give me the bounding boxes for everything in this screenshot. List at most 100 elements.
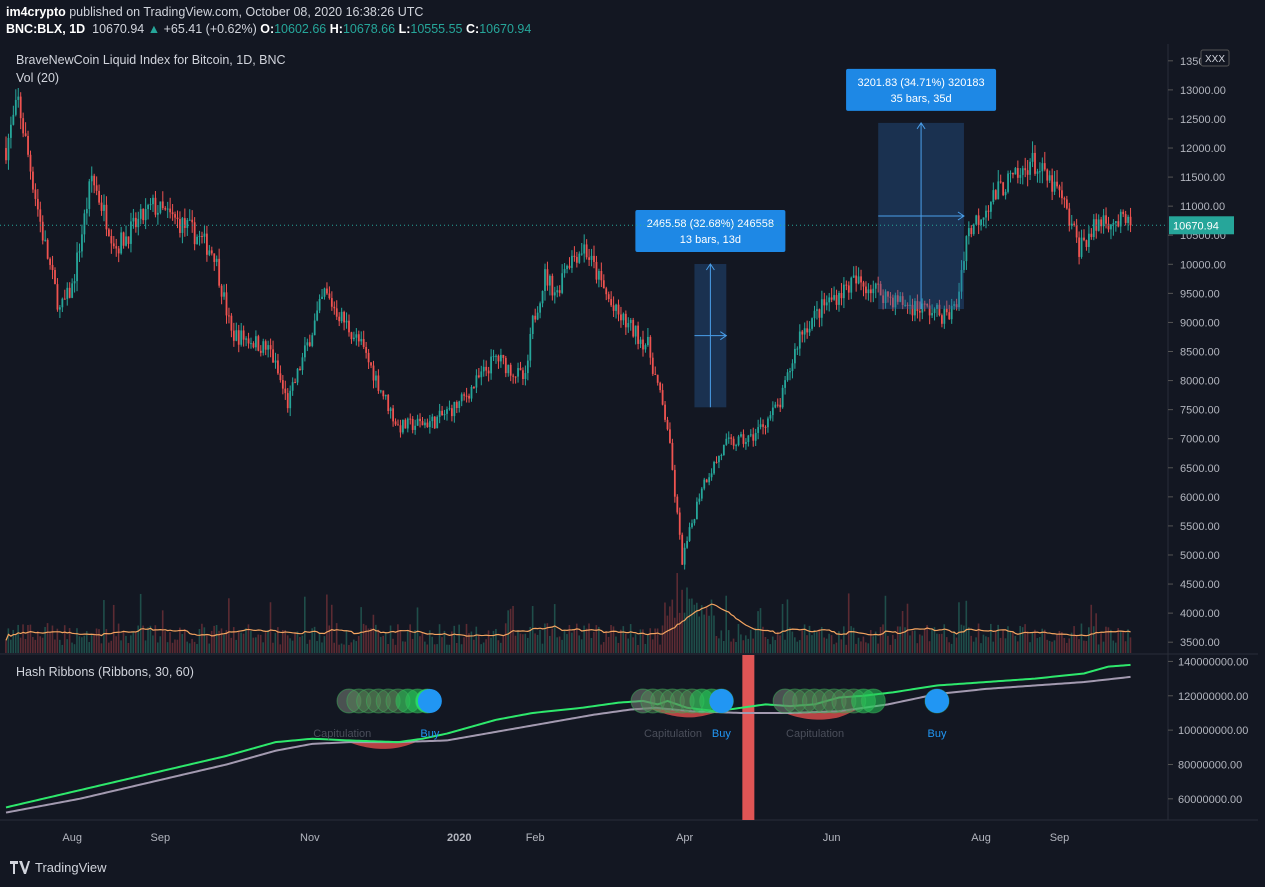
candle-body[interactable] bbox=[529, 333, 532, 361]
candle-body[interactable] bbox=[59, 307, 61, 310]
candle-body[interactable] bbox=[225, 292, 228, 316]
candle-body[interactable] bbox=[492, 356, 495, 358]
candle-body[interactable] bbox=[419, 418, 421, 422]
candle-body[interactable] bbox=[992, 190, 995, 203]
candle-body[interactable] bbox=[847, 285, 850, 293]
candle-body[interactable] bbox=[884, 291, 887, 304]
candle-body[interactable] bbox=[776, 404, 779, 406]
candle-body[interactable] bbox=[495, 355, 497, 357]
candle-body[interactable] bbox=[1070, 223, 1073, 226]
candle-body[interactable] bbox=[473, 386, 475, 388]
candle-body[interactable] bbox=[710, 473, 713, 478]
candle-body[interactable] bbox=[553, 292, 556, 296]
candle-body[interactable] bbox=[683, 547, 686, 565]
candle-body[interactable] bbox=[551, 275, 554, 296]
candle-body[interactable] bbox=[994, 190, 997, 200]
candle-body[interactable] bbox=[223, 292, 225, 297]
candle-body[interactable] bbox=[816, 309, 818, 311]
candle-body[interactable] bbox=[245, 338, 247, 340]
candle-body[interactable] bbox=[179, 219, 181, 233]
candle-body[interactable] bbox=[1122, 211, 1125, 215]
candle-body[interactable] bbox=[328, 293, 331, 299]
candle-body[interactable] bbox=[1058, 186, 1061, 191]
candle-body[interactable] bbox=[338, 316, 341, 322]
candle-body[interactable] bbox=[696, 501, 698, 520]
candle-body[interactable] bbox=[686, 540, 688, 548]
signal-circle[interactable] bbox=[811, 688, 837, 714]
candle-body[interactable] bbox=[502, 354, 505, 358]
candle-body[interactable] bbox=[556, 290, 559, 293]
candle-body[interactable] bbox=[441, 410, 443, 416]
candle-body[interactable] bbox=[277, 360, 279, 374]
candle-body[interactable] bbox=[813, 310, 816, 319]
candle-body[interactable] bbox=[700, 488, 703, 499]
candle-body[interactable] bbox=[384, 394, 387, 397]
candle-body[interactable] bbox=[438, 410, 441, 417]
candle-body[interactable] bbox=[157, 212, 159, 215]
candle-body[interactable] bbox=[446, 409, 448, 414]
candle-body[interactable] bbox=[671, 442, 674, 470]
candle-body[interactable] bbox=[691, 523, 693, 528]
candle-body[interactable] bbox=[149, 204, 152, 206]
candle-body[interactable] bbox=[882, 295, 884, 304]
candle-body[interactable] bbox=[669, 429, 671, 443]
candle-body[interactable] bbox=[568, 265, 571, 268]
candle-body[interactable] bbox=[838, 292, 840, 305]
candle-body[interactable] bbox=[1012, 172, 1014, 175]
candle-body[interactable] bbox=[357, 334, 360, 342]
candle-body[interactable] bbox=[164, 208, 167, 210]
candle-body[interactable] bbox=[90, 175, 93, 182]
candle-body[interactable] bbox=[624, 313, 627, 328]
candle-body[interactable] bbox=[1063, 198, 1066, 200]
candle-body[interactable] bbox=[865, 286, 867, 294]
candle-body[interactable] bbox=[578, 253, 581, 263]
candle-body[interactable] bbox=[681, 534, 684, 565]
candle-body[interactable] bbox=[958, 291, 960, 308]
candle-body[interactable] bbox=[389, 408, 392, 411]
candle-body[interactable] bbox=[1090, 233, 1093, 238]
candle-body[interactable] bbox=[558, 290, 561, 293]
candle-body[interactable] bbox=[360, 339, 363, 342]
candle-body[interactable] bbox=[181, 218, 184, 233]
candle-body[interactable] bbox=[970, 228, 973, 235]
candle-body[interactable] bbox=[598, 270, 600, 280]
candle-body[interactable] bbox=[705, 479, 708, 483]
candle-body[interactable] bbox=[365, 346, 368, 353]
vol-legend[interactable]: Vol (20) bbox=[16, 71, 59, 85]
candle-body[interactable] bbox=[10, 124, 12, 138]
candle-body[interactable] bbox=[379, 390, 382, 392]
candle-body[interactable] bbox=[894, 295, 897, 308]
candle-body[interactable] bbox=[1021, 168, 1024, 175]
candle-body[interactable] bbox=[296, 368, 299, 383]
candle-body[interactable] bbox=[698, 498, 701, 502]
candle-body[interactable] bbox=[661, 390, 664, 405]
candle-body[interactable] bbox=[504, 357, 507, 374]
candle-body[interactable] bbox=[232, 330, 235, 341]
candle-body[interactable] bbox=[735, 445, 737, 447]
candle-body[interactable] bbox=[916, 301, 919, 312]
candle-body[interactable] bbox=[1053, 181, 1056, 192]
candle-body[interactable] bbox=[987, 210, 990, 212]
candle-body[interactable] bbox=[49, 258, 51, 265]
candle-body[interactable] bbox=[117, 248, 120, 254]
candle-body[interactable] bbox=[308, 342, 311, 346]
candle-body[interactable] bbox=[1097, 219, 1100, 231]
candle-body[interactable] bbox=[73, 281, 76, 284]
candle-body[interactable] bbox=[264, 341, 267, 350]
candle-body[interactable] bbox=[22, 118, 25, 134]
candle-body[interactable] bbox=[1024, 168, 1027, 171]
candle-body[interactable] bbox=[887, 291, 889, 297]
candle-body[interactable] bbox=[803, 328, 806, 335]
signal-circle[interactable] bbox=[659, 688, 685, 714]
candle-body[interactable] bbox=[318, 298, 321, 311]
candle-body[interactable] bbox=[1026, 170, 1029, 175]
candle-body[interactable] bbox=[424, 422, 426, 426]
candle-body[interactable] bbox=[1048, 175, 1051, 181]
candle-body[interactable] bbox=[845, 284, 848, 286]
candle-body[interactable] bbox=[926, 304, 929, 306]
candle-body[interactable] bbox=[186, 220, 189, 228]
candle-body[interactable] bbox=[843, 284, 845, 299]
candle-body[interactable] bbox=[536, 312, 539, 320]
signal-circle[interactable] bbox=[336, 688, 362, 714]
candle-body[interactable] bbox=[301, 357, 304, 371]
